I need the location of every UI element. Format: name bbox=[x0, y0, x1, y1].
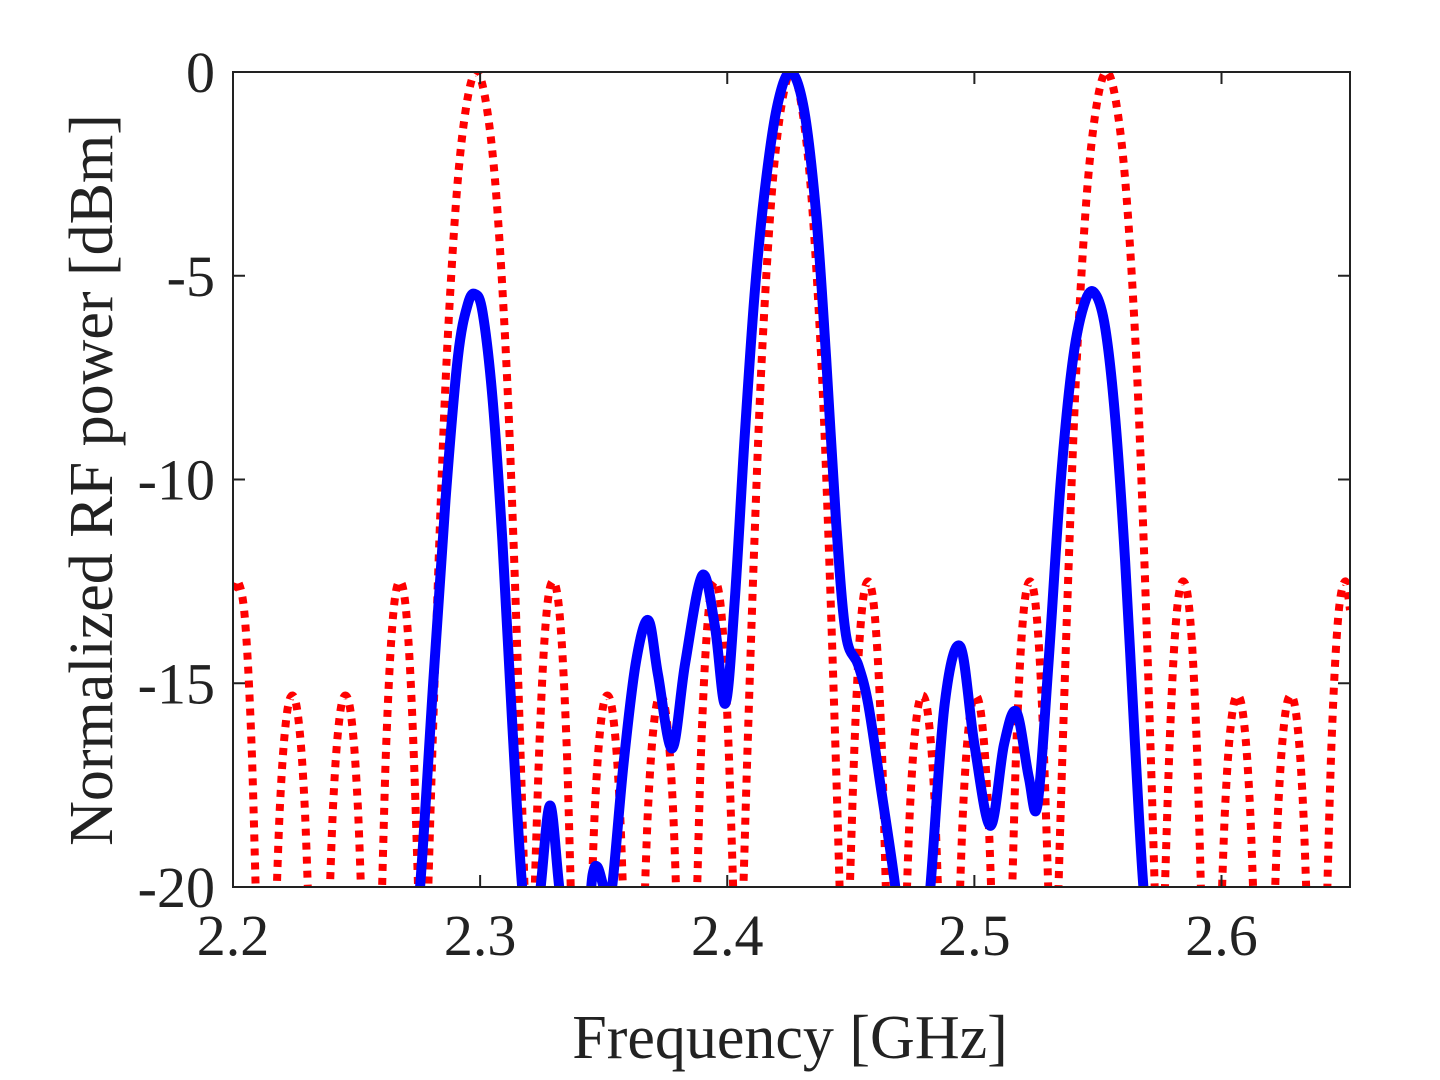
y-tick-label: -15 bbox=[138, 651, 215, 716]
y-tick-label: -5 bbox=[167, 244, 215, 309]
y-tick-label: -20 bbox=[138, 855, 215, 920]
plot-area bbox=[233, 72, 1350, 887]
series-line bbox=[415, 72, 1149, 887]
y-axis-label: Normalized RF power [dBm] bbox=[58, 114, 126, 846]
x-tick-label: 2.6 bbox=[1185, 903, 1258, 968]
y-tick-label: 0 bbox=[186, 40, 215, 105]
x-axis-label: Frequency [GHz] bbox=[572, 1004, 1008, 1072]
x-tick-label: 2.3 bbox=[444, 903, 517, 968]
x-tick-label: 2.5 bbox=[938, 903, 1011, 968]
y-tick-label: -10 bbox=[138, 448, 215, 513]
x-tick-label: 2.4 bbox=[691, 903, 764, 968]
x-tick-label: 2.2 bbox=[197, 903, 270, 968]
